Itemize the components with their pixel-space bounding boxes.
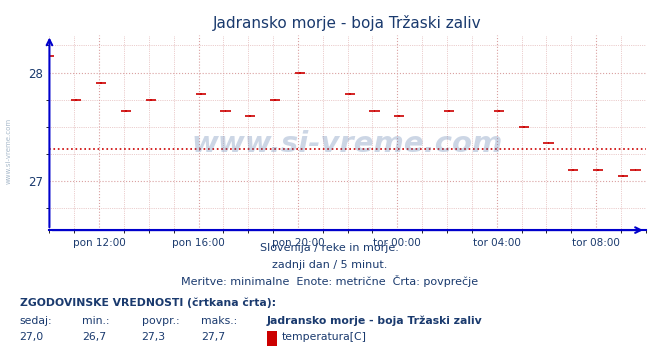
- Text: povpr.:: povpr.:: [142, 316, 179, 326]
- Text: Meritve: minimalne  Enote: metrične  Črta: povprečje: Meritve: minimalne Enote: metrične Črta:…: [181, 275, 478, 288]
- Text: min.:: min.:: [82, 316, 110, 326]
- Text: ZGODOVINSKE VREDNOSTI (črtkana črta):: ZGODOVINSKE VREDNOSTI (črtkana črta):: [20, 298, 276, 308]
- Text: 27,3: 27,3: [142, 332, 165, 342]
- Text: maks.:: maks.:: [201, 316, 237, 326]
- Text: 26,7: 26,7: [82, 332, 106, 342]
- Text: temperatura[C]: temperatura[C]: [282, 332, 367, 342]
- Text: www.si-vreme.com: www.si-vreme.com: [192, 130, 503, 158]
- Text: Jadransko morje - boja Tržaski zaliv: Jadransko morje - boja Tržaski zaliv: [267, 316, 482, 326]
- Text: zadnji dan / 5 minut.: zadnji dan / 5 minut.: [272, 260, 387, 270]
- Text: sedaj:: sedaj:: [20, 316, 53, 326]
- Text: 27,0: 27,0: [20, 332, 43, 342]
- Text: www.si-vreme.com: www.si-vreme.com: [5, 117, 12, 184]
- Title: Jadransko morje - boja Tržaski zaliv: Jadransko morje - boja Tržaski zaliv: [214, 15, 482, 31]
- Text: 27,7: 27,7: [201, 332, 225, 342]
- Text: Slovenija / reke in morje.: Slovenija / reke in morje.: [260, 243, 399, 253]
